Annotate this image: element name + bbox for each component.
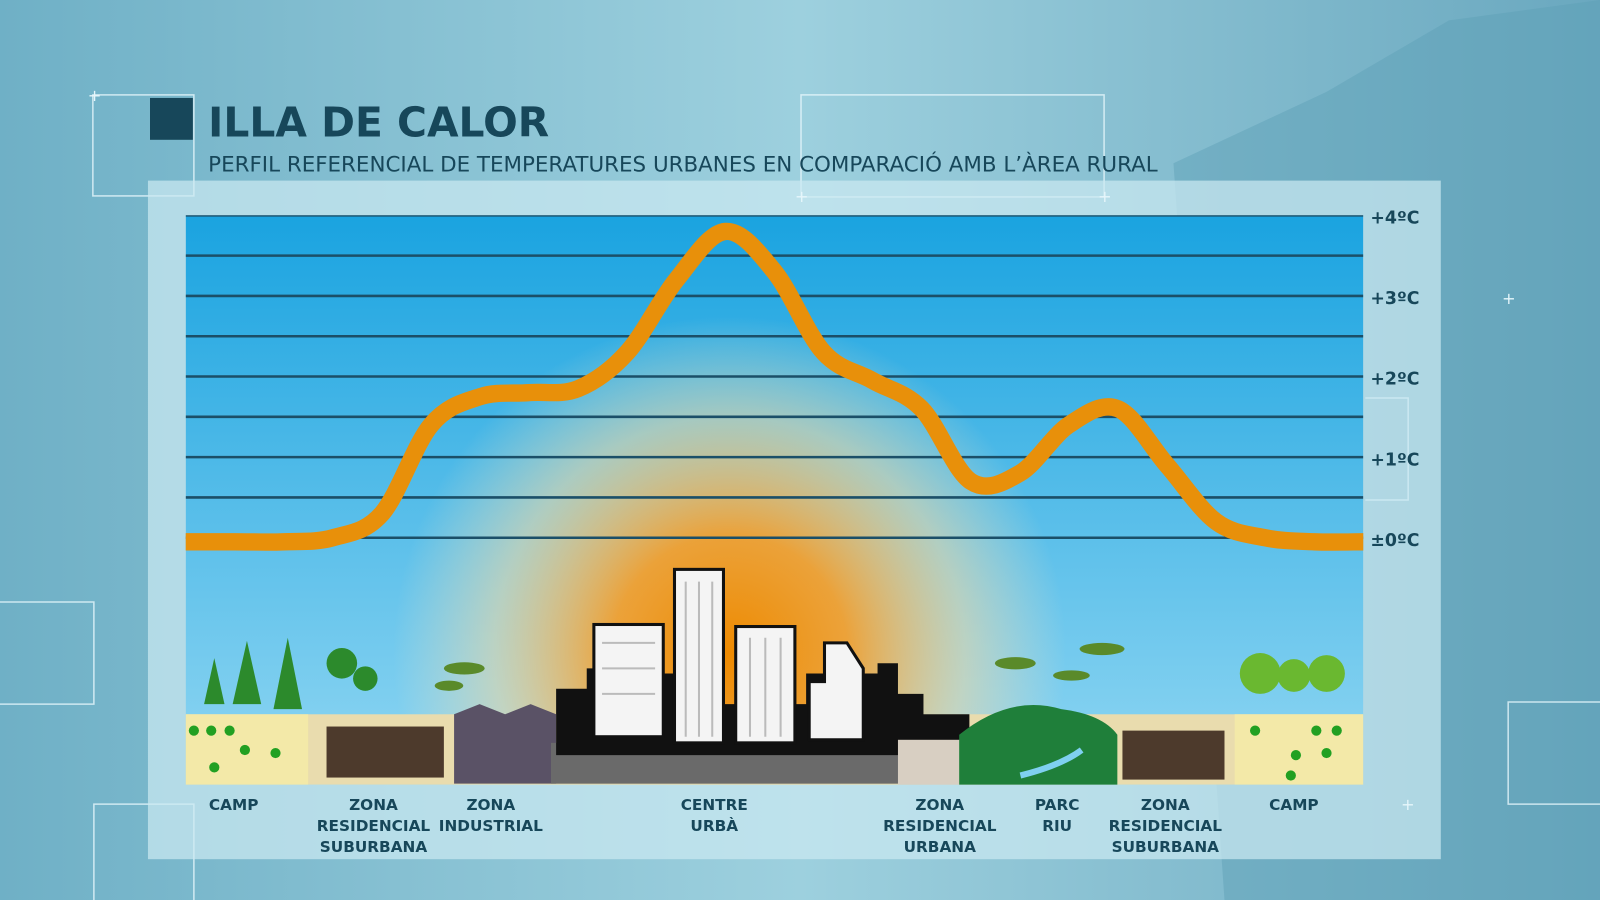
- field-right: [1234, 714, 1364, 785]
- x-category-label: CAMP: [1269, 796, 1319, 814]
- svg-text:+: +: [795, 187, 809, 206]
- x-category-label-line: INDUSTRIAL: [439, 817, 543, 835]
- y-tick-label: +2ºC: [1370, 370, 1419, 390]
- y-tick-label: +1ºC: [1370, 450, 1419, 470]
- x-category-label-line: SUBURBANA: [320, 838, 428, 856]
- suburban-houses-right: [1122, 730, 1225, 780]
- x-category-label-line: ZONA: [466, 796, 515, 814]
- trees: [204, 637, 1345, 710]
- x-category-label-line: URBANA: [904, 838, 977, 856]
- x-category-label-line: ZONA: [1141, 796, 1190, 814]
- x-category-label-line: CAMP: [1269, 796, 1319, 814]
- x-category-label: ZONA RESIDENCIAL SUBURBANA: [1109, 796, 1223, 856]
- page-subtitle: PERFIL REFERENCIAL DE TEMPERATURES URBAN…: [208, 151, 1158, 177]
- x-category-label: ZONA INDUSTRIAL: [439, 796, 543, 835]
- park: [959, 705, 1118, 785]
- x-category-label-line: ZONA: [349, 796, 398, 814]
- x-category-label-line: URBÀ: [690, 816, 738, 835]
- x-category-label: ZONA RESIDENCIAL URBANA: [883, 796, 997, 856]
- x-category-label: CENTRE URBÀ: [681, 796, 748, 835]
- x-category-label-line: PARC: [1035, 796, 1080, 814]
- y-tick-label: +3ºC: [1370, 289, 1419, 309]
- x-category-label-line: RESIDENCIAL: [883, 817, 997, 835]
- temperature-profile-line: [185, 222, 1364, 551]
- svg-text:+: +: [1502, 289, 1516, 308]
- title-square-icon: [150, 97, 193, 140]
- shrubs: [188, 725, 1342, 781]
- suburban-houses-left: [326, 726, 444, 778]
- landscape-illustration: [185, 567, 1364, 785]
- x-category-label: CAMP: [209, 796, 259, 814]
- x-category-label: PARC RIU: [1035, 796, 1080, 835]
- industrial-factory: [454, 704, 557, 784]
- x-category-label-line: SUBURBANA: [1112, 838, 1220, 856]
- svg-text:+: +: [1098, 187, 1112, 206]
- x-category-label-line: ZONA: [915, 796, 964, 814]
- decorative-crosses: + + + + +: [88, 86, 1516, 814]
- plot-area: [185, 215, 1364, 785]
- building: [807, 641, 865, 742]
- building: [592, 622, 665, 739]
- y-axis: +4ºC +3ºC +2ºC +1ºC ±0ºC: [1370, 208, 1419, 550]
- x-category-label-line: CAMP: [209, 796, 259, 814]
- y-tick-label: ±0ºC: [1370, 531, 1419, 551]
- svg-text:+: +: [1401, 795, 1415, 814]
- x-category-label-line: RIU: [1042, 817, 1072, 835]
- x-category-label-line: CENTRE: [681, 796, 748, 814]
- svg-text:+: +: [88, 86, 102, 105]
- page-title: ILLA DE CALOR: [208, 99, 549, 147]
- x-category-label-line: RESIDENCIAL: [317, 817, 431, 835]
- x-category-label: ZONA RESIDENCIAL SUBURBANA: [317, 796, 431, 856]
- x-category-label-line: RESIDENCIAL: [1109, 817, 1223, 835]
- y-tick-label: +4ºC: [1370, 208, 1419, 228]
- x-axis-labels: CAMP ZONA RESIDENCIAL SUBURBANA ZONA INDUSTRI…: [209, 796, 1319, 856]
- river: [1019, 747, 1084, 779]
